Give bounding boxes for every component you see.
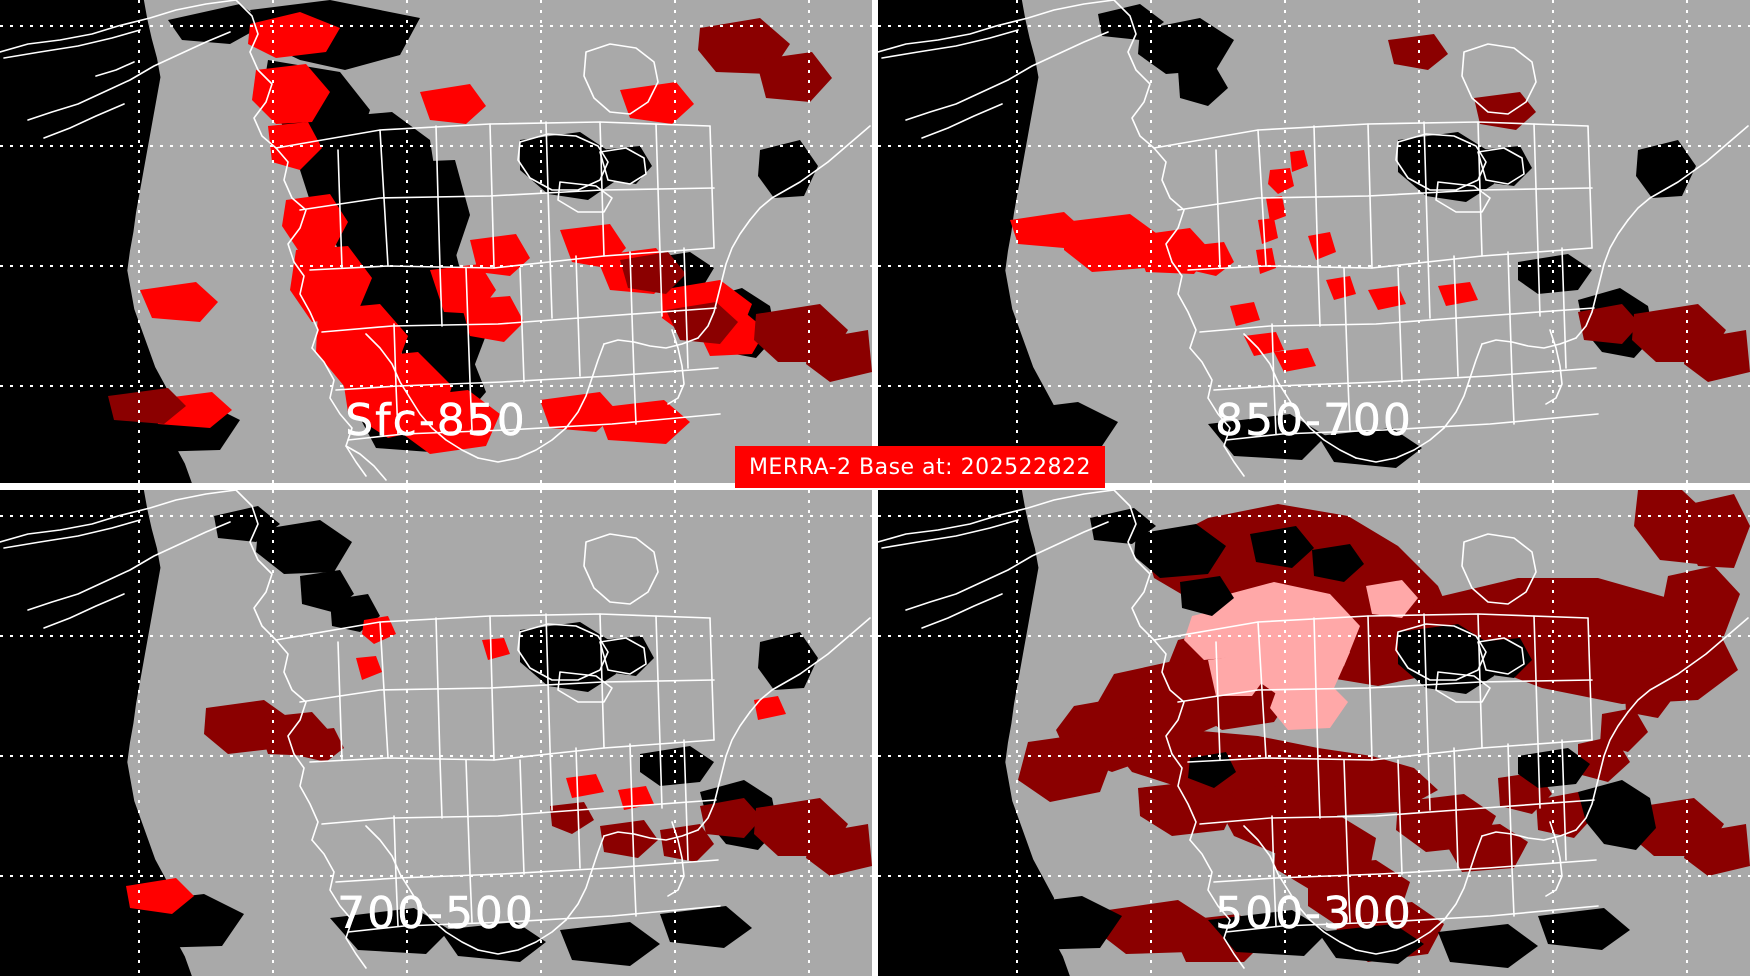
panel-sfc-850[interactable]: Sfc-850: [0, 0, 872, 483]
panel-850-700[interactable]: 850-700: [878, 0, 1750, 483]
coastlines-and-borders: [878, 0, 1750, 483]
map-500-300: [878, 490, 1750, 976]
map-850-700: [878, 0, 1750, 483]
map-700-500: [0, 490, 872, 976]
coastlines-and-borders: [878, 490, 1750, 976]
coastlines-and-borders: [0, 0, 872, 483]
map-sfc-850: [0, 0, 872, 483]
base-time-banner: MERRA-2 Base at: 202522822: [735, 446, 1105, 488]
panel-700-500[interactable]: 700-500: [0, 490, 872, 976]
coastlines-and-borders: [0, 490, 872, 976]
data-overlay-850-700: [994, 4, 1750, 468]
panel-500-300[interactable]: 500-300: [878, 490, 1750, 976]
data-overlay-sfc-850: [108, 0, 872, 454]
